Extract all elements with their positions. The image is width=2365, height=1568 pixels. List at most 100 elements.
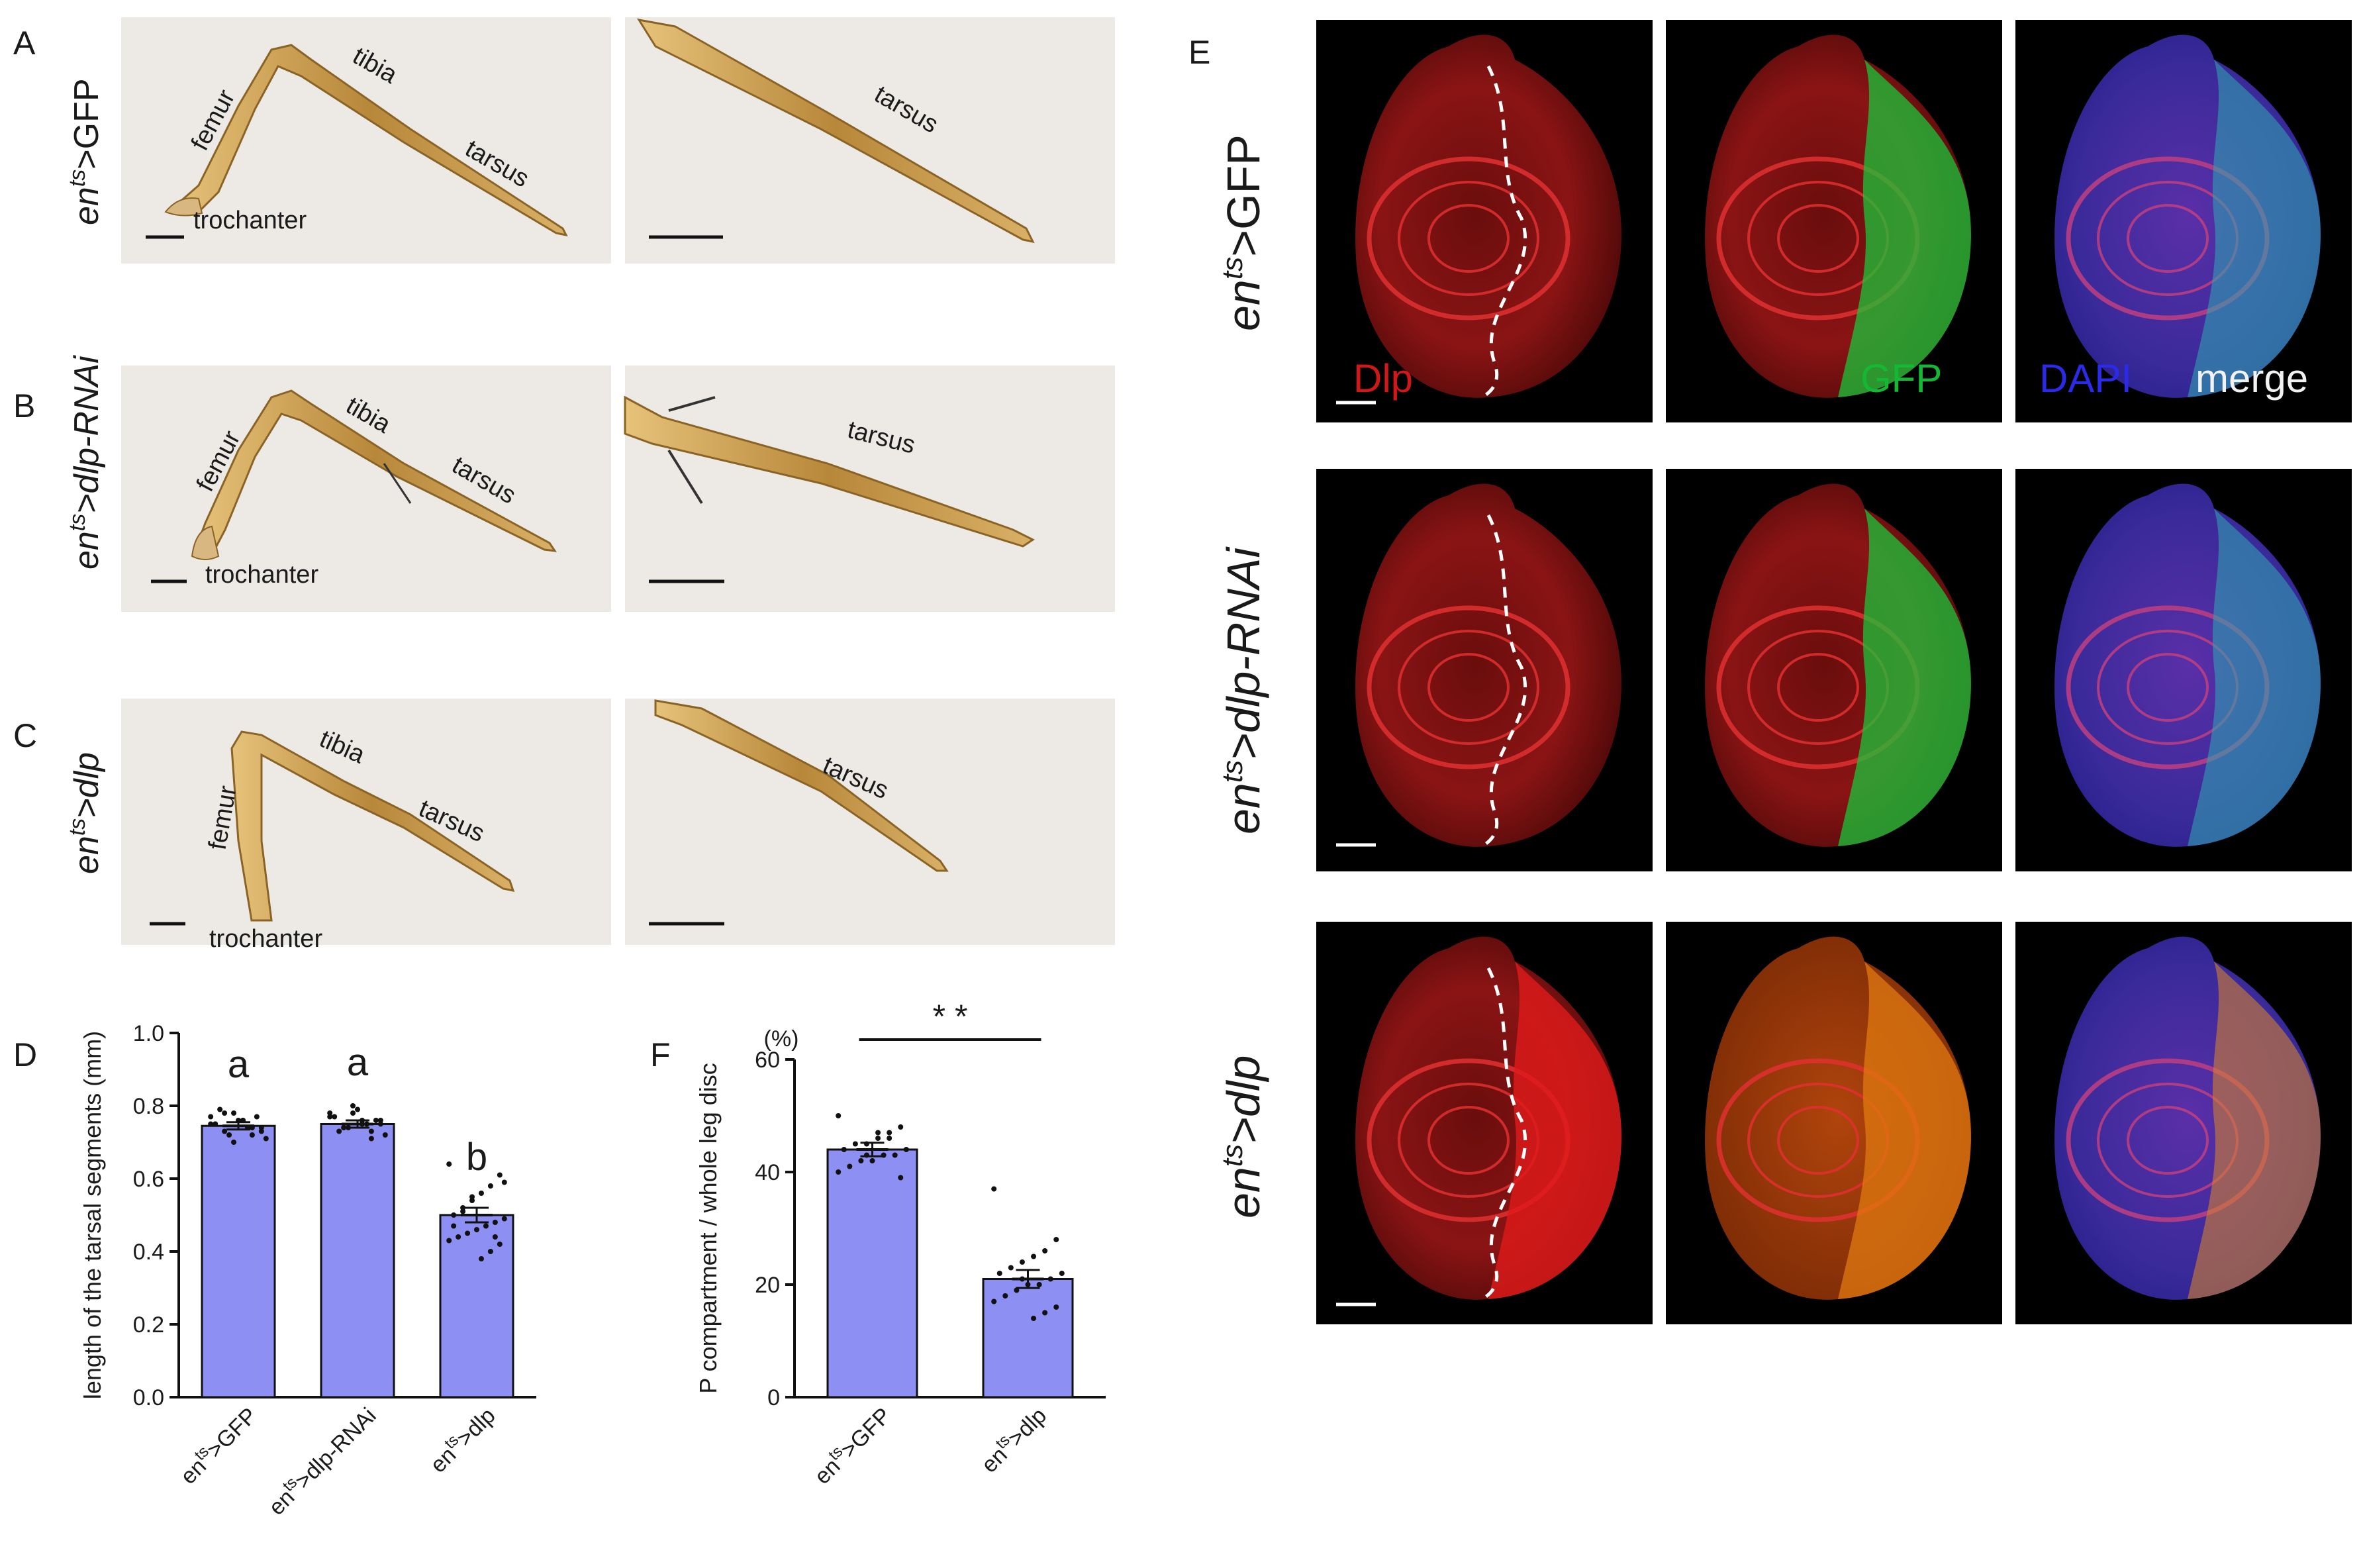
y-tick-label: 0.6 [133, 1167, 164, 1192]
data-point [263, 1136, 269, 1142]
data-point [327, 1114, 333, 1120]
posterior-compartment [1838, 509, 1971, 846]
compartment-boundary [1480, 514, 1527, 848]
bristle [383, 463, 412, 504]
data-point [847, 1163, 853, 1169]
posterior-compartment [2188, 509, 2321, 846]
posterior-compartment [2188, 961, 2321, 1299]
tarsus-shape-b [624, 395, 1035, 548]
bristle [667, 449, 703, 505]
y-tick-label: 0.8 [133, 1094, 164, 1119]
panel-e: Dlp GFP DAPI merge [1316, 20, 2352, 1324]
data-point [478, 1256, 484, 1261]
label-trochanter-b: trochanter [205, 561, 318, 589]
disc-fold-ring [1777, 653, 1859, 722]
data-point [465, 1230, 471, 1236]
data-point [1002, 1293, 1008, 1298]
data-point [231, 1110, 237, 1116]
y-tick-label: 0.0 [133, 1385, 164, 1410]
data-point [469, 1194, 475, 1200]
tarsus-shape-c [654, 699, 949, 872]
data-point [492, 1220, 498, 1225]
data-point [456, 1234, 461, 1240]
data-point [501, 1179, 507, 1185]
data-point [887, 1130, 893, 1136]
panel-letter-e: E [1188, 34, 1210, 71]
e-row-label-dlp: ents>dlp [1216, 1055, 1269, 1218]
disc-fold-ring [1398, 630, 1539, 745]
panel-b: femur tibia tarsus trochanter tarsus [121, 366, 1115, 612]
data-point [492, 1234, 498, 1240]
y-tick-label: 1.0 [133, 1021, 164, 1046]
data-point [841, 1147, 847, 1152]
trochanter-shape-a [164, 197, 203, 217]
data-point [474, 1227, 479, 1232]
data-point [373, 1118, 379, 1123]
significance-letter: a [228, 1043, 250, 1086]
disc-fold-ring [1427, 204, 1510, 273]
x-tick-label: ents>GFP [807, 1400, 896, 1489]
y-unit: (%) [764, 1026, 799, 1052]
channel-label-dapi: DAPI [2039, 356, 2132, 401]
data-point [213, 1121, 218, 1127]
tarsus-shape-a [636, 18, 1035, 244]
significance-marker: * * [933, 998, 968, 1035]
data-point [875, 1130, 881, 1136]
disc-fold-ring [2127, 204, 2209, 273]
disc-fold-ring [1427, 1106, 1510, 1175]
data-point [1042, 1310, 1048, 1316]
y-tick-label: 0 [767, 1385, 780, 1410]
disc-fold-ring [2127, 1106, 2209, 1175]
disc-fold-ring [1777, 1106, 1859, 1175]
bar [982, 1278, 1074, 1398]
data-point [258, 1125, 264, 1130]
y-tick-label: 60 [755, 1048, 780, 1073]
x-tick-label: ents>dlp [975, 1400, 1051, 1477]
leg-photo-a-left [121, 17, 611, 264]
data-point [368, 1136, 374, 1142]
data-point [208, 1114, 214, 1120]
y-tick-label: 40 [755, 1160, 780, 1185]
data-point [222, 1128, 228, 1134]
data-point [1036, 1282, 1042, 1287]
significance-letter: a [347, 1041, 369, 1084]
disc-fold-ring [1367, 156, 1570, 320]
y-tick-label: 0.2 [133, 1312, 164, 1338]
panel-letter-c: C [13, 717, 37, 754]
chart-f: 0 20 40 60 P compartment / whole leg disc ent… [695, 998, 1106, 1489]
data-point [377, 1121, 383, 1127]
data-point [460, 1205, 466, 1210]
data-point [249, 1132, 255, 1138]
significance-letter: b [466, 1136, 487, 1179]
data-point [858, 1158, 864, 1163]
chart-d: 0.0 0.2 0.4 0.6 0.8 1.0 length of the tarsal s… [79, 1021, 536, 1520]
panel-a: femur tibia tarsus trochanter tarsus [121, 17, 1115, 264]
data-point [368, 1128, 374, 1134]
y-axis-label: P compartment / whole leg disc [695, 1063, 722, 1394]
data-point [332, 1114, 338, 1120]
data-point [1042, 1248, 1048, 1253]
data-point [355, 1106, 360, 1112]
x-tick-label: ents>GFP [173, 1400, 262, 1489]
data-point [469, 1198, 475, 1203]
bristle [668, 396, 716, 412]
leg-photo-c-left [121, 699, 611, 945]
data-point [446, 1161, 452, 1167]
channel-label-merge: merge [2196, 356, 2308, 401]
bar [320, 1123, 395, 1398]
row-label-gfp: ents>GFP [65, 78, 106, 225]
panel-c: femur tibia tarsus trochanter tarsus [121, 699, 1115, 953]
data-point [836, 1113, 842, 1118]
data-point [487, 1183, 493, 1189]
data-point [487, 1249, 493, 1254]
leg-photo-b-left [121, 366, 611, 612]
trochanter-shape-b [191, 525, 220, 560]
data-point [208, 1121, 214, 1127]
x-tick-label: ents>dlp-RNAi [262, 1400, 381, 1520]
row-label-dlp: ents>dlp [65, 752, 106, 874]
data-point [254, 1114, 260, 1120]
label-trochanter-a: trochanter [193, 207, 307, 234]
data-point [501, 1216, 507, 1222]
data-point [1008, 1265, 1014, 1271]
